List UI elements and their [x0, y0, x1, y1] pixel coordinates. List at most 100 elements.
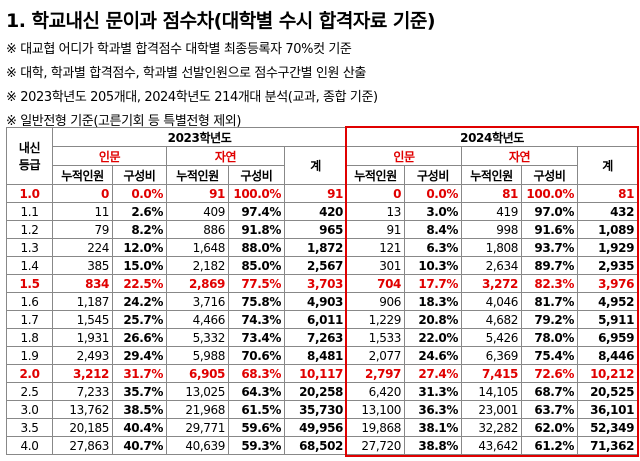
table-cell: 20,258: [283, 382, 348, 401]
table-cell: 91: [346, 220, 406, 239]
group-header: 인문: [346, 146, 463, 166]
table-cell: 1.7: [6, 310, 53, 329]
table-cell: 4,952: [577, 292, 639, 311]
table-cell: 1,229: [346, 310, 406, 329]
table-cell: 5,911: [577, 310, 639, 329]
table-row: 1.0 0 0.0% 91 100.0% 91 0 0.0% 81 100.0% 81: [6, 184, 639, 203]
sub-header: 누적인원: [346, 165, 406, 185]
table-cell: 29,771: [166, 418, 229, 437]
table-cell: 72.6%: [521, 364, 579, 383]
table-cell: 3,703: [283, 274, 348, 293]
table-cell: 0: [346, 184, 406, 203]
table-cell: 71,362: [577, 436, 639, 455]
table-cell: 1,931: [52, 328, 113, 347]
table-cell: 301: [346, 256, 406, 275]
sub-header: 구성비: [112, 165, 167, 185]
table-cell: 31.3%: [404, 382, 463, 401]
table-cell: 4,682: [461, 310, 523, 329]
sub-header: 누적인원: [461, 165, 523, 185]
group-header: 자연: [461, 146, 579, 166]
table-cell: 7,263: [283, 328, 348, 347]
table-cell: 2.5: [6, 382, 53, 401]
grade-header: 내신 등급: [6, 127, 53, 185]
table-cell: 2,567: [283, 256, 348, 275]
table-row: 1.8 1,931 26.6% 5,332 73.4% 7,263 1,533 22.0% 5,…: [6, 328, 639, 347]
table-cell: 1.1: [6, 202, 53, 221]
table-cell: 13,762: [52, 400, 113, 419]
table-cell: 21,968: [166, 400, 229, 419]
table-cell: 906: [346, 292, 406, 311]
table-cell: 1.9: [6, 346, 53, 365]
table-cell: 0: [52, 184, 113, 203]
table-cell: 81: [461, 184, 523, 203]
table-cell: 420: [283, 202, 348, 221]
table-cell: 1,533: [346, 328, 406, 347]
table-cell: 20,185: [52, 418, 113, 437]
table-cell: 97.0%: [521, 202, 579, 221]
note: ※ 일반전형 기준(고른기회 등 특별전형 제외): [6, 114, 242, 129]
sub-header: 누적인원: [52, 165, 113, 185]
table-cell: 1.4: [6, 256, 53, 275]
table-cell: 63.7%: [521, 400, 579, 419]
table-row: 2.0 3,212 31.7% 6,905 68.3% 10,117 2,797 27.4% 7…: [6, 364, 639, 383]
sub-header: 구성비: [404, 165, 463, 185]
data-table: 내신 등급 2023학년도 2024학년도 인문 자연 계 인문 자연 계 누적인원 구성비 누적인원 구…: [6, 127, 639, 455]
table-cell: 10,117: [283, 364, 348, 383]
notes: ※ 대교협 어디가 학과별 합격점수 대학별 최종등록자 70%컷 기준 ※ 대학…: [6, 38, 378, 134]
table-cell: 10.3%: [404, 256, 463, 275]
table-cell: 22.0%: [404, 328, 463, 347]
table-cell: 35.7%: [112, 382, 167, 401]
table-cell: 40,639: [166, 436, 229, 455]
table-cell: 27,720: [346, 436, 406, 455]
table-header: 내신 등급 2023학년도 2024학년도 인문 자연 계 인문 자연 계 누적인원 구성비 누적인원 구…: [6, 127, 639, 185]
table-cell: 24.6%: [404, 346, 463, 365]
table-cell: 91: [166, 184, 229, 203]
table-cell: 2.0: [6, 364, 53, 383]
table-cell: 1,872: [283, 238, 348, 257]
table-cell: 0.0%: [112, 184, 167, 203]
table-cell: 1,545: [52, 310, 113, 329]
table-cell: 24.2%: [112, 292, 167, 311]
total-header: 계: [283, 146, 348, 185]
table-cell: 79: [52, 220, 113, 239]
table-cell: 1.6: [6, 292, 53, 311]
table-body: 1.0 0 0.0% 91 100.0% 91 0 0.0% 81 100.0% 81 1.1 11 2.…: [6, 184, 639, 455]
table-row: 1.2 79 8.2% 886 91.8% 965 91 8.4% 998 91.6% 1,089: [6, 220, 639, 239]
table-cell: 8,481: [283, 346, 348, 365]
table-cell: 38.1%: [404, 418, 463, 437]
table-cell: 1.3: [6, 238, 53, 257]
table-cell: 97.4%: [228, 202, 285, 221]
table-cell: 2,869: [166, 274, 229, 293]
table-cell: 3.5: [6, 418, 53, 437]
sub-header: 누적인원: [166, 165, 229, 185]
table-cell: 88.0%: [228, 238, 285, 257]
table-cell: 1,929: [577, 238, 639, 257]
table-cell: 91.8%: [228, 220, 285, 239]
table-cell: 8.4%: [404, 220, 463, 239]
table-cell: 29.4%: [112, 346, 167, 365]
table-cell: 0.0%: [404, 184, 463, 203]
table-cell: 8,446: [577, 346, 639, 365]
table-row: 2.5 7,233 35.7% 13,025 64.3% 20,258 6,420 31.3%…: [6, 382, 639, 401]
table-cell: 49,956: [283, 418, 348, 437]
table-cell: 7,415: [461, 364, 523, 383]
table-cell: 19,868: [346, 418, 406, 437]
table-cell: 1,808: [461, 238, 523, 257]
table-cell: 13,025: [166, 382, 229, 401]
table-cell: 998: [461, 220, 523, 239]
grade-header-line: 등급: [18, 158, 41, 172]
table-cell: 3.0%: [404, 202, 463, 221]
table-cell: 8.2%: [112, 220, 167, 239]
table-cell: 64.3%: [228, 382, 285, 401]
table-cell: 385: [52, 256, 113, 275]
table-cell: 1.8: [6, 328, 53, 347]
table-cell: 13: [346, 202, 406, 221]
table-cell: 18.3%: [404, 292, 463, 311]
table-cell: 61.2%: [521, 436, 579, 455]
table-cell: 965: [283, 220, 348, 239]
table-cell: 91.6%: [521, 220, 579, 239]
table-cell: 2.6%: [112, 202, 167, 221]
table-cell: 7,233: [52, 382, 113, 401]
total-header: 계: [577, 146, 639, 185]
table-cell: 10,212: [577, 364, 639, 383]
